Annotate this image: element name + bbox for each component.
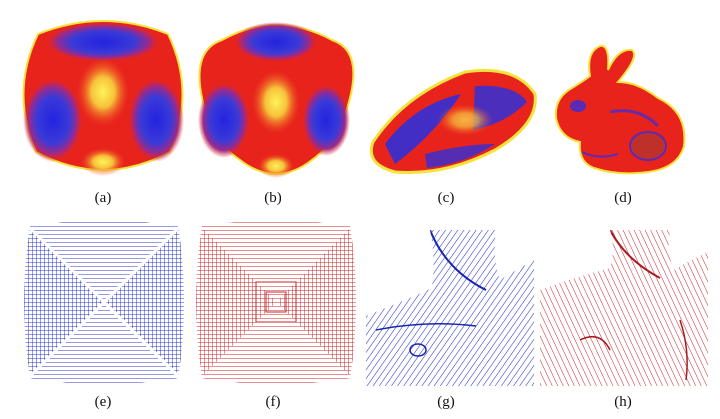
caption-d: (d) xyxy=(614,190,632,206)
panel-h-closeup xyxy=(540,230,708,386)
panel-e-vector-field xyxy=(20,218,188,386)
caption-f: (f) xyxy=(265,394,281,410)
panel-g-closeup xyxy=(366,230,534,386)
caption-a: (a) xyxy=(94,190,112,206)
panel-a-surface xyxy=(18,12,188,180)
caption-g: (g) xyxy=(437,394,455,410)
caption-h: (h) xyxy=(614,394,632,410)
caption-b: (b) xyxy=(264,190,282,206)
panel-f-vector-field xyxy=(192,218,360,386)
caption-c: (c) xyxy=(437,190,455,206)
panel-c-surface xyxy=(365,64,541,176)
panel-b-surface xyxy=(192,10,360,182)
caption-e: (e) xyxy=(94,394,112,410)
panel-d-bunny xyxy=(548,42,698,176)
